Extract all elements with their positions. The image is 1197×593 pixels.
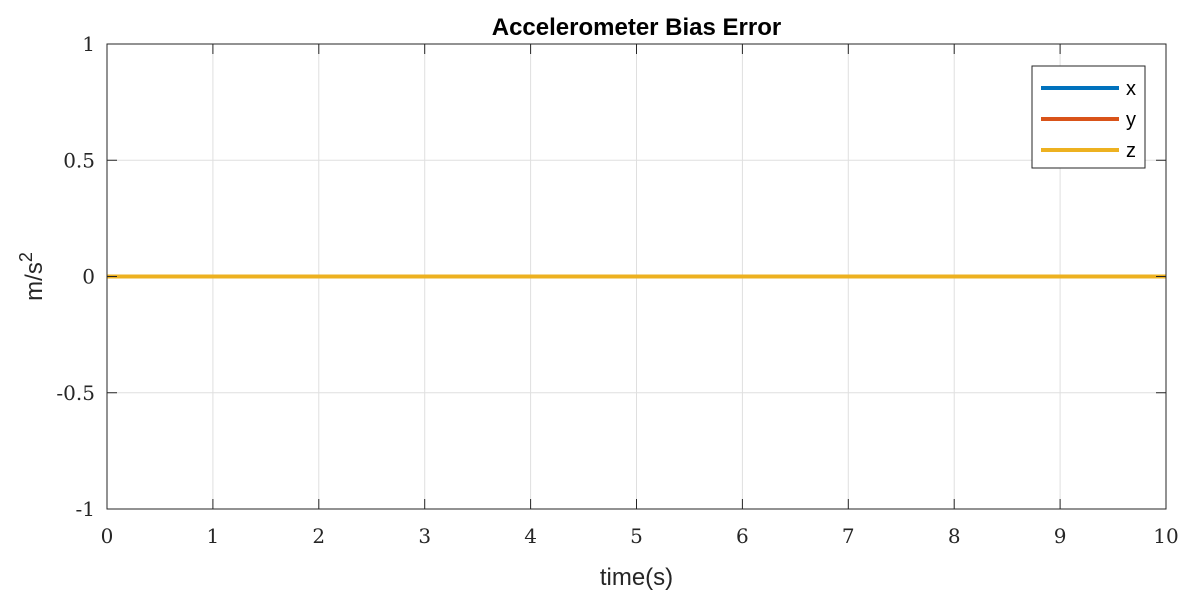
y-axis-label: m/s2: [16, 252, 48, 301]
y-axis-label-unit: m/s: [21, 262, 48, 301]
ticks: 0 1 2 3 4 5 6 7 8 9 10 -1 -0.5 0 0.5 1: [56, 32, 1178, 548]
y-tick-label: -0.5: [56, 381, 95, 405]
x-tick-label: 5: [630, 524, 643, 548]
x-tick-label: 4: [524, 524, 537, 548]
legend-label-x: x: [1126, 78, 1136, 100]
y-axis-label-exponent: 2: [16, 252, 36, 262]
y-tick-label: 0.5: [63, 148, 95, 172]
legend-label-z: z: [1126, 140, 1136, 162]
x-tick-label: 6: [736, 524, 749, 548]
x-tick-label: 9: [1054, 524, 1067, 548]
legend: xyz: [1031, 65, 1146, 169]
y-tick-label: 0: [82, 265, 95, 289]
x-tick-label: 0: [101, 524, 114, 548]
x-tick-label: 2: [312, 524, 325, 548]
x-tick-label: 7: [842, 524, 855, 548]
chart-title: Accelerometer Bias Error: [492, 14, 781, 41]
y-tick-label: 1: [82, 32, 95, 56]
legend-label-y: y: [1126, 109, 1136, 131]
y-tick-label: -1: [76, 497, 95, 521]
x-tick-label: 10: [1153, 524, 1178, 548]
x-tick-label: 1: [207, 524, 220, 548]
x-tick-label: 8: [948, 524, 961, 548]
x-tick-label: 3: [418, 524, 431, 548]
x-axis-label: time(s): [600, 564, 673, 591]
